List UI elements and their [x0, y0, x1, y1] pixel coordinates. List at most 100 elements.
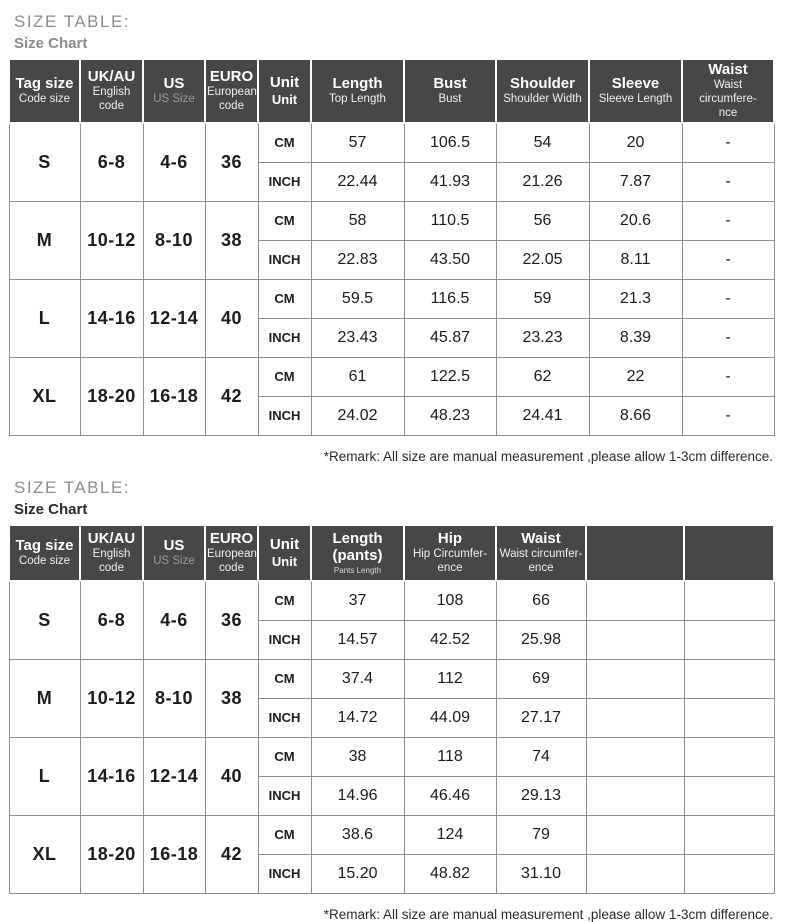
cell-waist-cm: 69 [495, 658, 587, 699]
cell-shoulder-inch: 22.05 [495, 239, 590, 280]
cell-sleeve-inch: 7.87 [588, 161, 683, 202]
header-sleeve: Sleeve Sleeve Length [588, 58, 683, 124]
cell-length-cm: 61 [310, 356, 405, 397]
cell-shoulder-cm: 59 [495, 278, 590, 319]
size-table-tops: Tag size Code size UK/AU English code US US… [8, 58, 775, 436]
header-shoulder: Shoulder Shoulder Width [495, 58, 590, 124]
cell-waist-inch: 29.13 [495, 775, 587, 816]
cell-length-cm: 37 [310, 580, 405, 621]
cell-unit: INCH [257, 619, 312, 660]
size-row-s-inch: INCH 14.57 42.52 25.98 [9, 619, 775, 660]
size-table-pants: Tag size Code size UK/AU English code US US… [8, 523, 775, 894]
cell-hip-cm: 112 [403, 658, 497, 699]
cell-shoulder-cm: 54 [495, 122, 590, 163]
header-sub-label: Unit [271, 92, 298, 108]
cell-shoulder-inch: 24.41 [495, 395, 590, 436]
cell-ukau: 6-8 [79, 580, 144, 660]
cell-empty [585, 658, 685, 699]
header-main-label: EURO [209, 529, 254, 547]
cell-empty [585, 619, 685, 660]
header-sub-label: Code size [18, 93, 71, 106]
header-waist: Waist Waist circumfer- ence [495, 523, 587, 582]
header-main-label: Tag size [15, 74, 74, 92]
cell-sleeve-inch: 8.66 [588, 395, 683, 436]
header-main-label: US [163, 74, 185, 92]
cell-empty [683, 736, 775, 777]
cell-waist-inch: - [681, 161, 775, 202]
cell-unit: INCH [257, 697, 312, 738]
header-main-label: Length (pants) [332, 530, 383, 565]
cell-tag-size: M [8, 200, 81, 280]
header-main-label: Sleeve [611, 74, 660, 92]
header-empty-1 [585, 523, 685, 582]
cell-unit: INCH [257, 775, 312, 816]
remark-text: *Remark: All size are manual measurement… [323, 448, 773, 464]
cell-length-inch: 14.72 [310, 697, 405, 738]
header-euro: EURO European code [204, 523, 259, 582]
cell-tag-size: S [8, 122, 81, 202]
cell-unit: CM [257, 200, 312, 241]
cell-length-inch: 23.43 [310, 317, 405, 358]
cell-euro: 36 [204, 122, 259, 202]
cell-us: 12-14 [142, 736, 206, 816]
cell-bust-cm: 116.5 [403, 278, 497, 319]
cell-waist-cm: 74 [495, 736, 587, 777]
cell-waist-inch: 27.17 [495, 697, 587, 738]
header-main-label: Length [332, 74, 383, 92]
header-row: Tag size Code size UK/AU English code US US… [8, 58, 775, 124]
header-main-label: Unit [269, 535, 300, 553]
size-row-s-cm: S 6-8 4-6 36 CM 37 108 66 [8, 580, 775, 660]
header-sub-label: English code [92, 86, 131, 112]
cell-waist-inch: - [681, 395, 775, 436]
remark-text: *Remark: All size are manual measurement… [323, 906, 773, 922]
header-us: US US Size [142, 58, 206, 124]
header-main-label: EURO [209, 67, 254, 85]
cell-empty [683, 619, 775, 660]
header-main-label: US [163, 536, 185, 554]
cell-hip-cm: 118 [403, 736, 497, 777]
header-sub-label: Sleeve Length [598, 93, 673, 106]
header-uk-au: UK/AU English code [79, 58, 144, 124]
cell-hip-inch: 44.09 [403, 697, 497, 738]
cell-euro: 40 [204, 278, 259, 358]
cell-unit: CM [257, 580, 312, 621]
cell-ukau: 18-20 [79, 814, 144, 894]
cell-length-inch: 22.83 [310, 239, 405, 280]
header-sub-label: Waist circumfere- nce [699, 79, 757, 119]
cell-bust-inch: 48.23 [403, 395, 497, 436]
header-euro: EURO European code [204, 58, 259, 124]
cell-unit: INCH [257, 395, 312, 436]
cell-unit: INCH [257, 853, 312, 894]
cell-us: 8-10 [142, 200, 206, 280]
cell-length-inch: 22.44 [310, 161, 405, 202]
cell-hip-inch: 48.82 [403, 853, 497, 894]
cell-waist-inch: - [681, 239, 775, 280]
size-row-m-cm: M 10-12 8-10 38 CM 37.4 112 69 [8, 658, 775, 738]
cell-shoulder-cm: 56 [495, 200, 590, 241]
cell-euro: 40 [204, 736, 259, 816]
header-sub-label: US Size [153, 93, 195, 106]
cell-empty [585, 580, 685, 621]
header-unit: Unit Unit [257, 58, 312, 124]
header-sub-label: Shoulder Width [503, 93, 582, 106]
cell-length-cm: 38 [310, 736, 405, 777]
cell-waist-cm: - [681, 122, 775, 163]
header-sub-label: Unit [271, 553, 298, 569]
cell-tag-size: L [8, 278, 81, 358]
header-main-label: Waist [708, 61, 748, 78]
size-row-xl-cm: XL 18-20 16-18 42 CM 61 122.5 62 22 - [8, 356, 775, 436]
header-sub-label: Code size [18, 554, 71, 567]
cell-empty [585, 814, 685, 855]
header-unit: Unit Unit [257, 523, 312, 582]
cell-bust-cm: 110.5 [403, 200, 497, 241]
cell-empty [683, 775, 775, 816]
size-table-tops-section: SIZE TABLE: Size Chart Tag size Code size… [8, 12, 775, 464]
cell-unit: CM [257, 736, 312, 777]
header-main-label: Unit [269, 73, 300, 91]
cell-unit: INCH [257, 317, 312, 358]
size-row-xl-cm: XL 18-20 16-18 42 CM 38.6 124 79 [8, 814, 775, 894]
cell-us: 4-6 [142, 122, 206, 202]
header-main-label: UK/AU [87, 67, 136, 85]
cell-empty [683, 658, 775, 699]
